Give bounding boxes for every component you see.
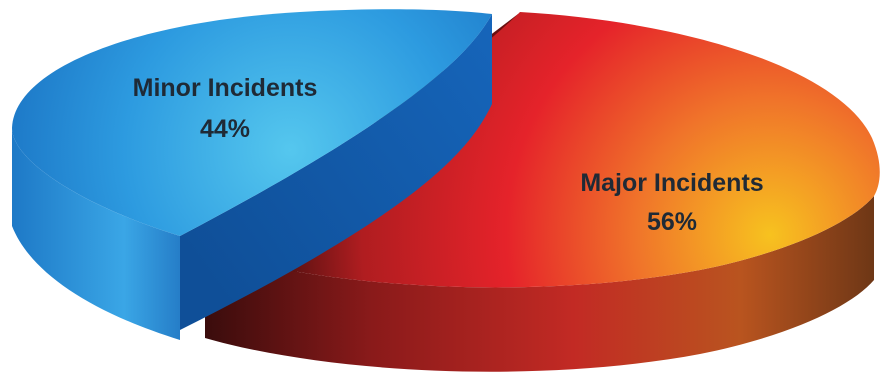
slice-major-side — [205, 196, 874, 372]
slice-label-major: Major Incidents — [580, 169, 763, 197]
slice-value-minor: 44% — [200, 115, 250, 143]
slice-minor-cut-face — [180, 14, 492, 330]
slice-minor-top — [12, 9, 492, 236]
slice-label-minor: Minor Incidents — [133, 74, 318, 102]
slice-minor-side — [12, 128, 180, 340]
slice-value-major: 56% — [647, 208, 697, 236]
slice-minor-incidents[interactable] — [12, 9, 492, 340]
